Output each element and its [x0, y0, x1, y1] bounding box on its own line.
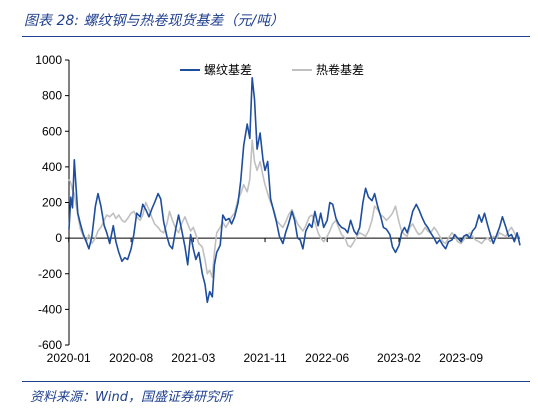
y-axis: -600 -400 -200 0 200 400 600 800 1000: [35, 53, 70, 352]
series-line-0: [68, 77, 521, 304]
footer-divider: [22, 381, 530, 382]
x-tick-label: 2020-08: [109, 351, 153, 365]
y-tick-label: 1000: [35, 53, 62, 67]
x-axis: 2020-01 2020-08 2021-03 2021-11 2022-06 2023-…: [47, 237, 520, 365]
x-tick-label: 2020-01: [47, 351, 91, 365]
source-note: 资料来源：Wind，国盛证券研究所: [30, 390, 232, 405]
figure-title-text: 螺纹钢与热卷现货基差（元/吨）: [83, 13, 285, 29]
series-layer: [68, 77, 521, 304]
legend: 螺纹基差 热卷基差: [180, 62, 364, 77]
y-tick-label: -200: [38, 267, 62, 281]
x-tick-label: 2022-06: [305, 351, 349, 365]
figure-label: 图表 28:: [24, 13, 79, 29]
y-tick-label: 400: [42, 160, 62, 174]
y-tick-label: 0: [55, 231, 62, 245]
y-tick-label: -600: [38, 338, 62, 352]
title-divider: [22, 36, 530, 37]
y-tick-label: -400: [38, 302, 62, 316]
x-tick-label: 2021-11: [243, 351, 286, 365]
y-tick-label: 600: [42, 124, 62, 138]
y-tick-label: 200: [42, 196, 62, 210]
legend-label-1: 热卷基差: [316, 62, 364, 77]
y-tick-label: 800: [42, 89, 62, 103]
x-tick-label: 2021-03: [171, 351, 215, 365]
x-tick-label: 2023-02: [377, 351, 421, 365]
figure-title: 图表 28: 螺纹钢与热卷现货基差（元/吨）: [24, 10, 284, 30]
legend-label-0: 螺纹基差: [204, 63, 252, 77]
series-line-1: [68, 139, 521, 279]
x-tick-label: 2023-09: [439, 351, 483, 365]
